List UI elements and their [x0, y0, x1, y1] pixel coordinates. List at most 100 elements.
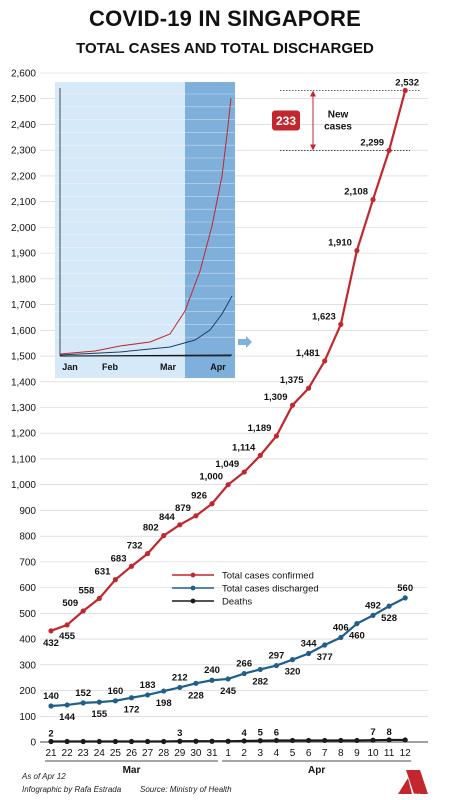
y-tick-label: 300: [19, 660, 36, 671]
data-point: [112, 698, 118, 704]
data-point: [177, 522, 183, 528]
data-point: [64, 738, 70, 745]
data-point: [370, 612, 376, 619]
data-point: [128, 695, 135, 701]
data-label: 344: [301, 638, 318, 649]
inset-month-label: Jan: [62, 362, 78, 372]
data-point: [209, 501, 215, 507]
y-tick-label: 1,900: [11, 249, 36, 260]
data-point: [402, 595, 408, 601]
y-tick-label: 600: [19, 583, 36, 594]
data-point: [193, 513, 199, 519]
data-point: [64, 702, 70, 708]
data-label: 844: [159, 512, 176, 523]
legend-label: Total cases discharged: [222, 584, 319, 595]
data-label: 509: [62, 598, 78, 609]
chart-subtitle: TOTAL CASES AND TOTAL DISCHARGED: [76, 40, 374, 57]
data-point: [193, 680, 199, 686]
data-point: [48, 738, 54, 745]
data-point: [402, 737, 408, 743]
inset-month-label: Feb: [102, 362, 119, 372]
y-tick-label: 2,200: [11, 171, 36, 182]
data-point: [338, 321, 344, 327]
data-point: [161, 533, 167, 539]
data-label: 492: [365, 600, 381, 611]
data-point: [80, 738, 86, 745]
callout-badge: [272, 110, 300, 131]
legend-swatch-marker: [190, 598, 196, 604]
x-tick-label: 5: [290, 748, 296, 759]
x-tick-label: 11: [384, 748, 395, 759]
y-tick-label: 1,300: [11, 403, 36, 414]
data-point: [80, 608, 86, 614]
data-label: 1,623: [312, 311, 336, 322]
data-label: 1,000: [199, 472, 223, 483]
data-label: 2,108: [344, 187, 368, 198]
data-point: [48, 703, 54, 709]
data-label: 144: [59, 712, 76, 723]
data-label: 4: [242, 728, 248, 739]
data-label: 528: [381, 613, 397, 624]
data-label: 240: [204, 665, 220, 676]
data-label: 879: [175, 503, 191, 514]
data-point: [177, 738, 183, 744]
x-tick-label: 1: [225, 748, 231, 759]
logo-text: cna: [411, 793, 421, 799]
data-point: [209, 738, 215, 744]
data-point: [96, 595, 102, 602]
data-point: [161, 738, 167, 745]
x-tick-label: 22: [62, 748, 74, 759]
data-label: 245: [220, 686, 237, 697]
y-tick-label: 2,500: [11, 94, 36, 105]
data-label: 212: [172, 672, 188, 683]
callout-arrow-up: [310, 90, 316, 97]
data-point: [402, 87, 408, 94]
x-tick-label: 21: [45, 748, 57, 759]
x-tick-label: 23: [78, 748, 90, 759]
data-label: 377: [317, 652, 333, 663]
x-tick-label: 27: [142, 748, 154, 759]
logo-mark-part: [398, 778, 412, 794]
y-tick-label: 700: [19, 557, 36, 568]
y-tick-label: 0: [30, 738, 36, 749]
x-tick-label: 26: [126, 748, 138, 759]
x-tick-label: 9: [354, 748, 360, 759]
inset-arrow: [238, 336, 252, 348]
inset-confirmed-line: [59, 97, 232, 355]
inset-month-label: Apr: [210, 362, 226, 372]
y-tick-label: 1,200: [11, 429, 36, 440]
data-point: [225, 482, 231, 488]
data-label: 8: [386, 727, 391, 738]
as-of-note: As of Apr 12: [22, 772, 66, 781]
data-point: [386, 147, 392, 154]
data-label: 732: [127, 541, 143, 552]
x-tick-label: 2: [241, 748, 247, 759]
data-label: 631: [95, 567, 112, 578]
data-point: [306, 737, 312, 744]
data-point: [322, 642, 328, 648]
callout-label-line2: cases: [324, 121, 352, 132]
data-point: [128, 563, 135, 569]
y-tick-label: 1,600: [11, 326, 36, 337]
y-tick-label: 2,300: [11, 146, 36, 157]
x-tick-label: 8: [338, 748, 344, 759]
data-point: [112, 577, 118, 583]
data-point: [96, 699, 102, 705]
source-note: Source: Ministry of Health: [140, 785, 232, 794]
x-tick-label: 31: [206, 748, 218, 759]
y-tick-label: 2,000: [11, 223, 36, 234]
month-label: Mar: [123, 765, 141, 776]
chart-title: COVID-19 IN SINGAPORE: [89, 6, 361, 31]
data-label: 1,481: [296, 348, 320, 359]
data-point: [289, 737, 296, 744]
data-point: [145, 738, 151, 745]
data-point: [289, 657, 296, 663]
data-label: 802: [143, 523, 159, 534]
data-label: 926: [191, 491, 207, 502]
data-label: 1,114: [232, 442, 256, 453]
y-tick-label: 1,100: [11, 454, 36, 465]
y-tick-label: 1,400: [11, 377, 36, 388]
x-tick-label: 10: [367, 748, 379, 759]
inset-background: [55, 82, 185, 378]
